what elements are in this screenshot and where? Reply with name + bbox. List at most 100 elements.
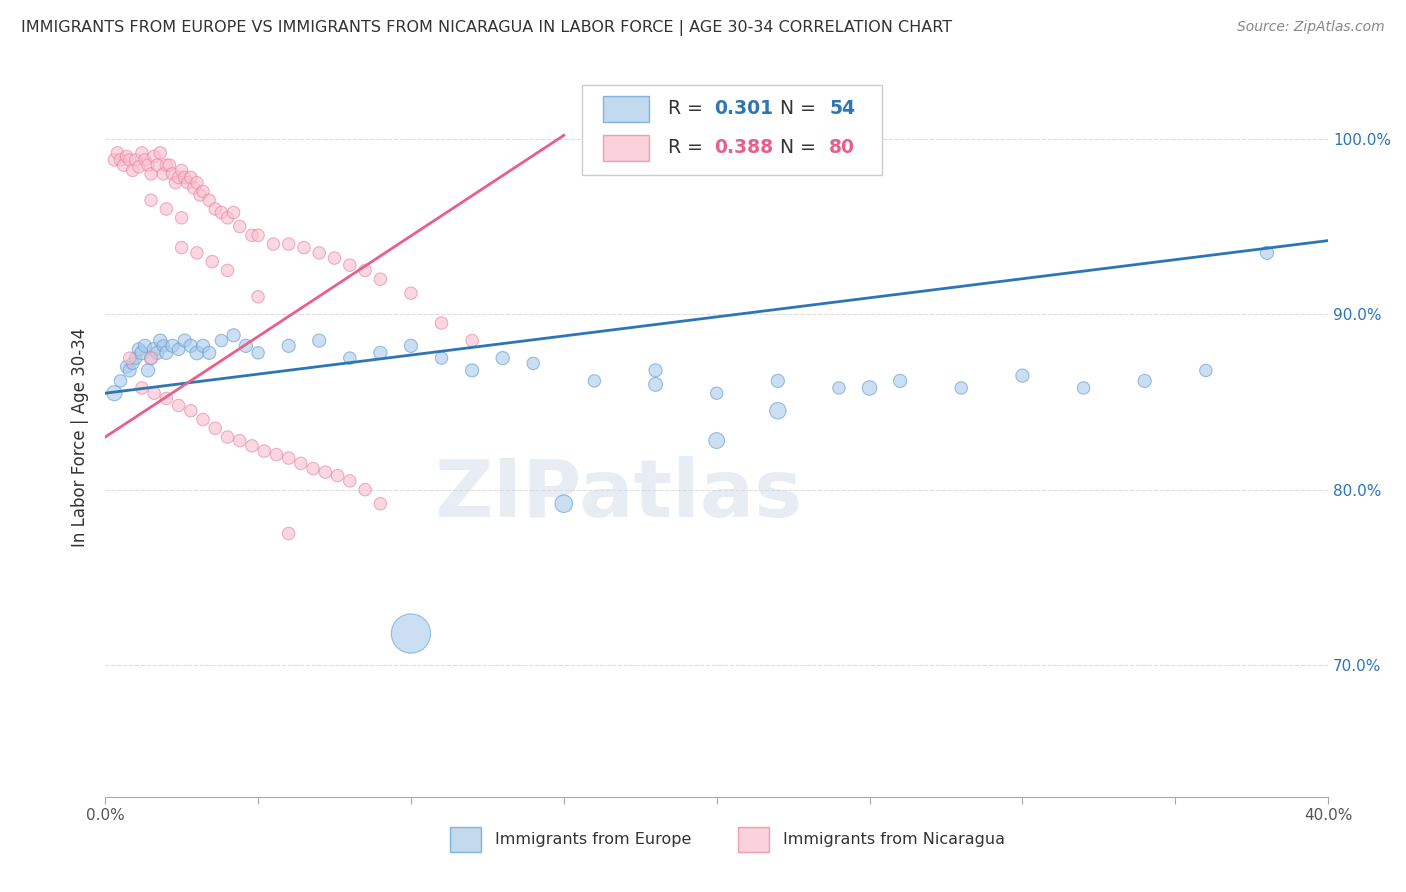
Point bbox=[201, 254, 224, 268]
Point bbox=[118, 351, 141, 365]
Point bbox=[217, 211, 239, 225]
Point bbox=[399, 626, 422, 640]
Point bbox=[167, 343, 190, 357]
Point bbox=[107, 145, 129, 160]
Bar bbox=[738, 827, 769, 852]
Text: ZIPatlas: ZIPatlas bbox=[434, 456, 803, 533]
Point bbox=[644, 363, 666, 377]
Point bbox=[222, 205, 245, 219]
Point bbox=[131, 346, 153, 360]
Point bbox=[143, 149, 166, 163]
Point bbox=[103, 386, 125, 401]
Text: IMMIGRANTS FROM EUROPE VS IMMIGRANTS FROM NICARAGUA IN LABOR FORCE | AGE 30-34 C: IMMIGRANTS FROM EUROPE VS IMMIGRANTS FRO… bbox=[21, 20, 952, 36]
Point bbox=[167, 170, 190, 185]
Text: N =: N = bbox=[768, 99, 823, 119]
Point bbox=[110, 374, 132, 388]
Point bbox=[103, 153, 125, 167]
Point bbox=[858, 381, 880, 395]
Point bbox=[191, 339, 214, 353]
Text: 0.301: 0.301 bbox=[714, 99, 773, 119]
Point bbox=[173, 170, 195, 185]
Point bbox=[399, 339, 422, 353]
Point bbox=[229, 434, 252, 448]
Point bbox=[180, 403, 202, 417]
Text: Immigrants from Europe: Immigrants from Europe bbox=[495, 832, 692, 847]
Point bbox=[461, 334, 484, 348]
Point bbox=[167, 399, 190, 413]
Y-axis label: In Labor Force | Age 30-34: In Labor Force | Age 30-34 bbox=[72, 327, 89, 547]
Point bbox=[170, 241, 193, 255]
Point bbox=[314, 465, 336, 479]
Point bbox=[155, 158, 177, 172]
Point bbox=[253, 444, 276, 458]
Point bbox=[131, 381, 153, 395]
Point bbox=[149, 334, 172, 348]
Text: R =: R = bbox=[668, 138, 709, 157]
Point bbox=[522, 356, 544, 370]
Text: Source: ZipAtlas.com: Source: ZipAtlas.com bbox=[1237, 20, 1385, 34]
Point bbox=[186, 245, 208, 260]
Point bbox=[162, 339, 184, 353]
Point bbox=[152, 339, 174, 353]
Point bbox=[766, 403, 789, 417]
Point bbox=[308, 245, 330, 260]
Point bbox=[292, 241, 315, 255]
Point bbox=[262, 237, 284, 252]
Text: 0.388: 0.388 bbox=[714, 138, 773, 157]
Point bbox=[277, 339, 299, 353]
Point bbox=[1256, 245, 1278, 260]
Point bbox=[146, 346, 169, 360]
Point bbox=[188, 188, 211, 202]
Point bbox=[302, 461, 325, 475]
Point bbox=[222, 328, 245, 343]
Point bbox=[492, 351, 515, 365]
Point bbox=[209, 334, 232, 348]
Point bbox=[118, 363, 141, 377]
Text: N =: N = bbox=[768, 138, 823, 157]
Point bbox=[186, 176, 208, 190]
Point bbox=[370, 346, 392, 360]
Point bbox=[950, 381, 973, 395]
Point bbox=[247, 346, 270, 360]
Point bbox=[290, 456, 312, 470]
Point bbox=[1011, 368, 1033, 383]
Point bbox=[828, 381, 851, 395]
Point bbox=[191, 412, 214, 426]
Point bbox=[149, 145, 172, 160]
Point bbox=[177, 176, 200, 190]
Point bbox=[128, 343, 150, 357]
Point bbox=[370, 497, 392, 511]
Point bbox=[186, 346, 208, 360]
Point bbox=[430, 316, 453, 330]
Point bbox=[217, 263, 239, 277]
Point bbox=[139, 193, 162, 207]
Point bbox=[266, 448, 288, 462]
Text: 54: 54 bbox=[830, 99, 855, 119]
Point bbox=[125, 153, 148, 167]
Point bbox=[157, 158, 180, 172]
Point bbox=[247, 290, 270, 304]
Point bbox=[323, 251, 346, 265]
Point bbox=[121, 356, 143, 370]
Point bbox=[277, 526, 299, 541]
Point bbox=[204, 421, 226, 435]
Point bbox=[139, 351, 162, 365]
Point bbox=[125, 351, 148, 365]
Point bbox=[143, 343, 166, 357]
Point bbox=[180, 170, 202, 185]
Point bbox=[115, 149, 138, 163]
Point bbox=[583, 374, 606, 388]
Point bbox=[170, 211, 193, 225]
Point bbox=[354, 263, 377, 277]
Point bbox=[339, 258, 361, 272]
Point bbox=[766, 374, 789, 388]
Point bbox=[240, 228, 263, 243]
Point bbox=[173, 334, 195, 348]
Point bbox=[118, 153, 141, 167]
Point bbox=[128, 160, 150, 174]
Point bbox=[247, 228, 270, 243]
Bar bbox=[603, 135, 650, 161]
Point bbox=[217, 430, 239, 444]
Point bbox=[121, 163, 143, 178]
Point bbox=[339, 351, 361, 365]
